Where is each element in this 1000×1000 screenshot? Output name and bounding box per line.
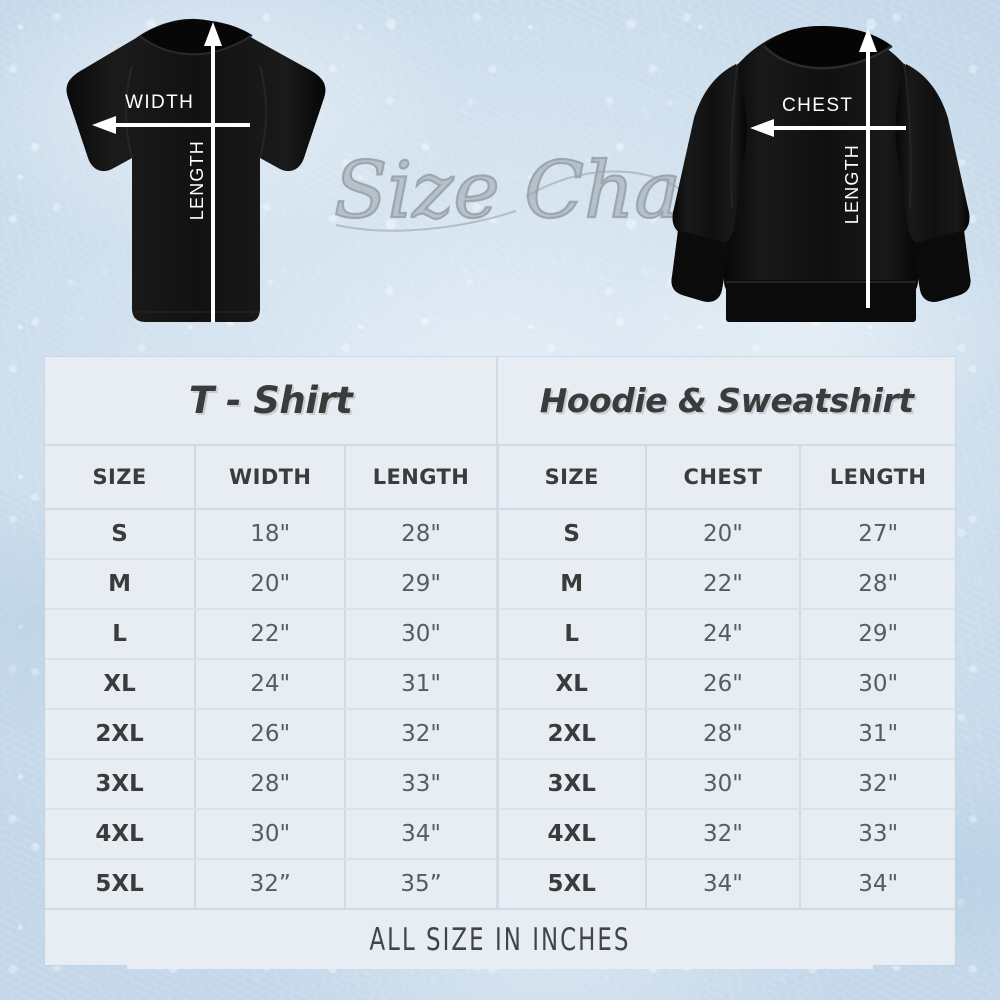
cell-tshirt-size: XL	[45, 659, 197, 710]
cell-tshirt-size: 3XL	[45, 759, 197, 810]
table-row: 4XL 30" 34" 4XL 32" 33"	[45, 809, 955, 860]
cell-tshirt-length: 33"	[345, 759, 499, 810]
cell-hoodie-length: 31"	[800, 709, 955, 760]
cell-hoodie-size: S	[497, 509, 647, 560]
size-chart-table: T - Shirt Hoodie & Sweatshirt SIZE WIDTH…	[45, 357, 955, 969]
cell-tshirt-size: M	[45, 559, 197, 610]
cell-hoodie-chest: 32"	[645, 809, 802, 860]
table-row: S 18" 28" S 20" 27"	[45, 509, 955, 560]
cell-tshirt-width: 24"	[195, 659, 347, 710]
cell-hoodie-size: 5XL	[497, 859, 647, 910]
table-row: 5XL 32” 35” 5XL 34" 34"	[45, 859, 955, 910]
tshirt-col-width: WIDTH	[195, 445, 347, 510]
cell-hoodie-length: 34"	[800, 859, 955, 910]
cell-tshirt-width: 30"	[195, 809, 347, 860]
cell-hoodie-length: 27"	[800, 509, 955, 560]
cell-hoodie-chest: 22"	[645, 559, 802, 610]
cell-hoodie-size: 2XL	[497, 709, 647, 760]
cell-tshirt-size: S	[45, 509, 197, 560]
table-row: 2XL 26" 32" 2XL 28" 31"	[45, 709, 955, 760]
cell-tshirt-width: 18"	[195, 509, 347, 560]
cell-tshirt-length: 35”	[345, 859, 499, 910]
cell-hoodie-chest: 30"	[645, 759, 802, 810]
cell-tshirt-width: 22"	[195, 609, 347, 660]
cell-hoodie-length: 28"	[800, 559, 955, 610]
table-title-row: T - Shirt Hoodie & Sweatshirt	[45, 357, 955, 446]
t-shirt-width-label: WIDTH	[125, 92, 194, 113]
cell-hoodie-length: 33"	[800, 809, 955, 860]
t-shirt-illustration: WIDTH LENGTH	[28, 8, 338, 348]
cell-hoodie-chest: 34"	[645, 859, 802, 910]
cell-hoodie-size: M	[497, 559, 647, 610]
cell-tshirt-size: 2XL	[45, 709, 197, 760]
table-footer-row: ALL SIZE IN INCHES	[45, 909, 955, 969]
all-size-in-inches-note: ALL SIZE IN INCHES	[126, 909, 874, 969]
cell-tshirt-width: 32”	[195, 859, 347, 910]
cell-tshirt-length: 30"	[345, 609, 499, 660]
cell-hoodie-size: XL	[497, 659, 647, 710]
hoodie-cuff-left	[671, 230, 730, 302]
table-row: XL 24" 31" XL 26" 30"	[45, 659, 955, 710]
hoodie-col-chest: CHEST	[645, 445, 802, 510]
hoodie-sleeve-left	[672, 64, 747, 245]
cell-hoodie-chest: 28"	[645, 709, 802, 760]
tshirt-table-title: T - Shirt	[45, 357, 499, 446]
t-shirt-body-shape	[66, 18, 326, 322]
cell-tshirt-length: 31"	[345, 659, 499, 710]
t-shirt-sleeve-seam-right	[259, 65, 267, 159]
cell-tshirt-length: 32"	[345, 709, 499, 760]
cell-tshirt-length: 34"	[345, 809, 499, 860]
cell-tshirt-width: 26"	[195, 709, 347, 760]
cell-tshirt-size: 5XL	[45, 859, 197, 910]
tshirt-col-size: SIZE	[45, 445, 197, 510]
table-column-header-row: SIZE WIDTH LENGTH SIZE CHEST LENGTH	[45, 445, 955, 510]
cell-hoodie-size: 4XL	[497, 809, 647, 860]
t-shirt-length-arrowhead	[204, 22, 222, 46]
size-chart-panel: T - Shirt Hoodie & Sweatshirt SIZE WIDTH…	[45, 357, 955, 969]
table-row: 3XL 28" 33" 3XL 30" 32"	[45, 759, 955, 810]
hoodie-col-size: SIZE	[497, 445, 647, 510]
cell-hoodie-chest: 20"	[645, 509, 802, 560]
cell-tshirt-length: 28"	[345, 509, 499, 560]
hoodie-shoulder-seam-right	[903, 63, 912, 209]
cell-hoodie-size: 3XL	[497, 759, 647, 810]
hoodie-chest-arrowhead	[750, 119, 774, 137]
hoodie-collar-edge	[763, 44, 893, 70]
t-shirt-length-label: LENGTH	[187, 140, 207, 220]
hoodie-shoulder-seam-left	[730, 63, 739, 209]
cell-tshirt-size: 4XL	[45, 809, 197, 860]
cell-hoodie-length: 30"	[800, 659, 955, 710]
cell-tshirt-width: 28"	[195, 759, 347, 810]
hoodie-col-length: LENGTH	[800, 445, 955, 510]
hoodie-waist-hem	[726, 280, 916, 322]
hoodie-sleeve-right	[895, 64, 970, 245]
cell-hoodie-chest: 26"	[645, 659, 802, 710]
cell-hoodie-size: L	[497, 609, 647, 660]
hoodie-table-title: Hoodie & Sweatshirt	[497, 357, 955, 446]
hoodie-collar	[764, 26, 892, 69]
hoodie-illustration: CHEST LENGTH	[668, 8, 980, 348]
table-row: L 22" 30" L 24" 29"	[45, 609, 955, 660]
hoodie-chest-label: CHEST	[782, 95, 853, 116]
cell-hoodie-chest: 24"	[645, 609, 802, 660]
t-shirt-collar	[140, 20, 252, 55]
cell-hoodie-length: 29"	[800, 609, 955, 660]
cell-tshirt-size: L	[45, 609, 197, 660]
hoodie-length-arrowhead	[859, 28, 877, 52]
cell-tshirt-width: 20"	[195, 559, 347, 610]
tshirt-col-length: LENGTH	[345, 445, 499, 510]
cell-hoodie-length: 32"	[800, 759, 955, 810]
cell-tshirt-length: 29"	[345, 559, 499, 610]
t-shirt-sleeve-seam-left	[125, 65, 133, 159]
hoodie-length-label: LENGTH	[842, 144, 862, 224]
hoodie-cuff-right	[912, 230, 971, 302]
table-row: M 20" 29" M 22" 28"	[45, 559, 955, 610]
t-shirt-width-arrowhead	[92, 116, 116, 134]
table-body: S 18" 28" S 20" 27" M 20" 29" M 22" 28" …	[45, 509, 955, 969]
